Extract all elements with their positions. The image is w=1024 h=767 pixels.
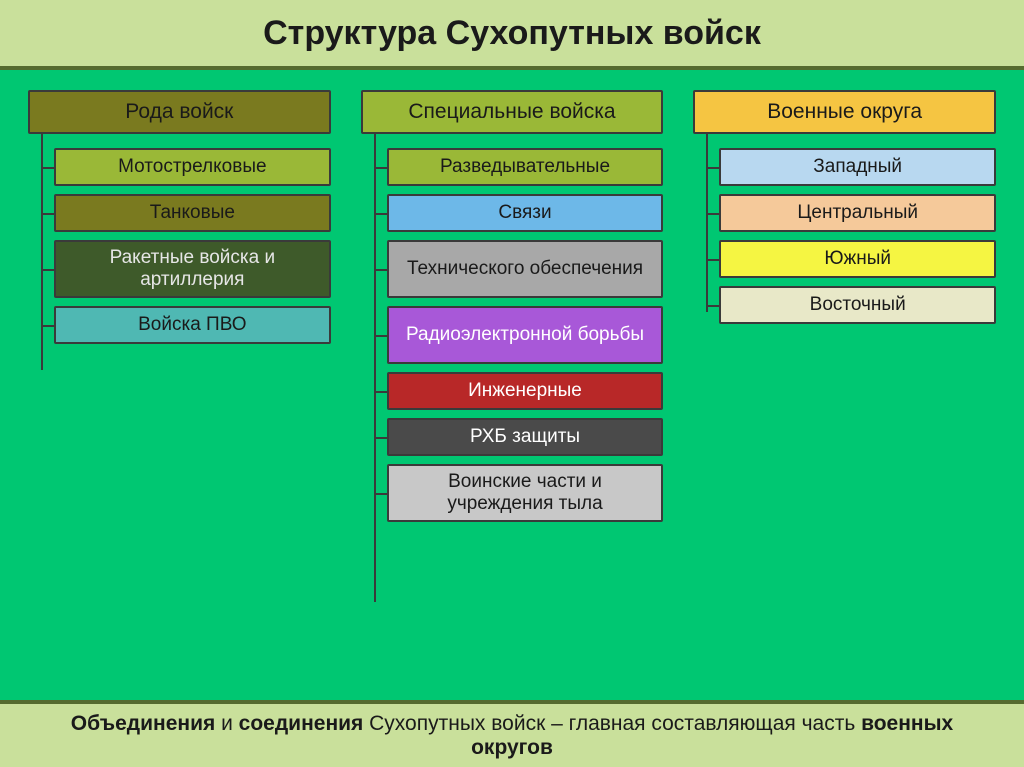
- tree: Разведывательные Связи Технического обеспе…: [361, 148, 664, 522]
- tree-item: Восточный: [719, 286, 996, 324]
- footer-bar: Объединения и соединения Сухопутных войс…: [0, 700, 1024, 767]
- item-box: Технического обеспечения: [387, 240, 664, 298]
- tree-item: Технического обеспечения: [387, 240, 664, 298]
- title-bar: Структура Сухопутных войск: [0, 0, 1024, 70]
- item-box: Танковые: [54, 194, 331, 232]
- item-box: Мотострелковые: [54, 148, 331, 186]
- item-box: Южный: [719, 240, 996, 278]
- tree-vline: [706, 134, 708, 312]
- item-box: Связи: [387, 194, 664, 232]
- tree: Западный Центральный Южный Восточный: [693, 148, 996, 324]
- footer-bold: соединения: [239, 712, 364, 735]
- column-1: Специальные войска Разведывательные Связи Т…: [361, 90, 664, 700]
- footer-text: Объединения и соединения Сухопутных войс…: [40, 712, 984, 760]
- footer-bold: Объединения: [71, 712, 215, 735]
- tree-vline: [374, 134, 376, 602]
- footer-span: и: [215, 712, 238, 735]
- page-title: Структура Сухопутных войск: [263, 14, 761, 53]
- tree-item: Западный: [719, 148, 996, 186]
- tree-item: РХБ защиты: [387, 418, 664, 456]
- column-header: Специальные войска: [361, 90, 664, 134]
- tree-item: Воинские части и учреждения тыла: [387, 464, 664, 522]
- tree-item: Радиоэлектронной борьбы: [387, 306, 664, 364]
- column-header: Рода войск: [28, 90, 331, 134]
- tree-item: Мотострелковые: [54, 148, 331, 186]
- footer-span: Сухопутных войск – главная составляющая …: [363, 712, 861, 735]
- item-box: Ракетные войска и артиллерия: [54, 240, 331, 298]
- column-header: Военные округа: [693, 90, 996, 134]
- tree-item: Связи: [387, 194, 664, 232]
- item-box: Войска ПВО: [54, 306, 331, 344]
- columns-container: Рода войск Мотострелковые Танковые Ракетные…: [28, 90, 996, 700]
- tree-item: Танковые: [54, 194, 331, 232]
- item-box: Воинские части и учреждения тыла: [387, 464, 664, 522]
- tree-item: Центральный: [719, 194, 996, 232]
- column-0: Рода войск Мотострелковые Танковые Ракетные…: [28, 90, 331, 700]
- tree-vline: [41, 134, 43, 370]
- item-box: Западный: [719, 148, 996, 186]
- tree-item: Инженерные: [387, 372, 664, 410]
- item-box: Радиоэлектронной борьбы: [387, 306, 664, 364]
- tree-item: Ракетные войска и артиллерия: [54, 240, 331, 298]
- diagram-area: Рода войск Мотострелковые Танковые Ракетные…: [0, 70, 1024, 700]
- tree-item: Войска ПВО: [54, 306, 331, 344]
- item-box: Восточный: [719, 286, 996, 324]
- item-box: Инженерные: [387, 372, 664, 410]
- tree-item: Южный: [719, 240, 996, 278]
- tree: Мотострелковые Танковые Ракетные войска и …: [28, 148, 331, 344]
- tree-item: Разведывательные: [387, 148, 664, 186]
- column-2: Военные округа Западный Центральный Южный Во…: [693, 90, 996, 700]
- item-box: Центральный: [719, 194, 996, 232]
- item-box: РХБ защиты: [387, 418, 664, 456]
- item-box: Разведывательные: [387, 148, 664, 186]
